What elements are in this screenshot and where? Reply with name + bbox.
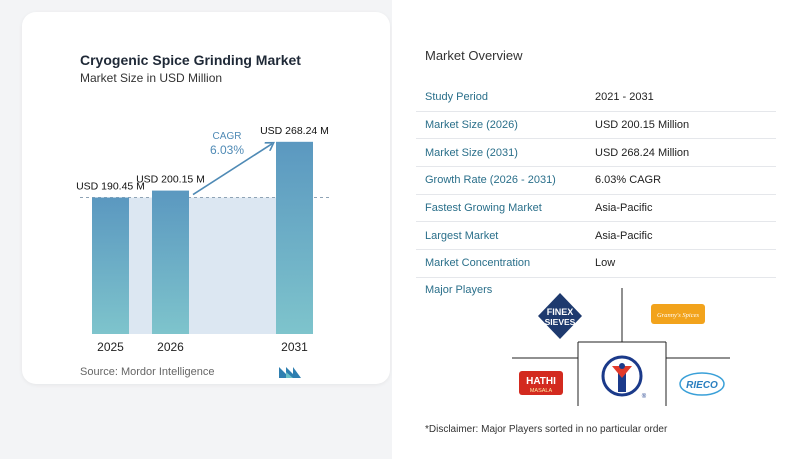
chart-subtitle: Market Size in USD Million	[80, 71, 223, 85]
disclaimer-text: *Disclaimer: Major Players sorted in no …	[425, 424, 668, 435]
bar-2031	[276, 141, 313, 334]
svg-text:MASALA: MASALA	[530, 388, 553, 394]
x-tick-2031: 2031	[281, 340, 308, 354]
svg-text:FINEX: FINEX	[547, 307, 574, 317]
row-value: Low	[595, 249, 776, 278]
bar-2026	[152, 190, 189, 334]
company-emblem-logo: ®	[601, 355, 647, 400]
row-value: Asia-Pacific	[595, 194, 776, 223]
grannys-spices-logo: Granny's Spices	[651, 304, 705, 324]
bar-chart: USD 190.45 M 2025 USD 200.15 M 2026 USD 268.…	[76, 125, 330, 354]
row-value: USD 268.24 Million	[595, 138, 776, 168]
row-key: Largest Market	[416, 221, 595, 251]
rieco-logo: RIECO	[679, 372, 725, 396]
row-value: 2021 - 2031	[595, 84, 776, 112]
row-key: Market Concentration	[416, 249, 595, 278]
svg-text:Granny's Spices: Granny's Spices	[657, 312, 699, 319]
overview-table: Study Period 2021 - 2031 Market Size (202…	[416, 84, 776, 278]
overview-title: Market Overview	[425, 48, 523, 63]
row-key: Market Size (2026)	[416, 111, 595, 140]
x-tick-2026: 2026	[157, 340, 184, 354]
major-players-title: Major Players	[425, 284, 493, 296]
value-label-2031: USD 268.24 M	[260, 125, 329, 137]
table-row: Market Size (2026) USD 200.15 Million	[416, 111, 776, 140]
chart-title: Cryogenic Spice Grinding Market	[80, 52, 301, 68]
svg-text:SIEVES: SIEVES	[545, 317, 576, 327]
mordor-logo-icon	[279, 367, 301, 378]
row-key: Study Period	[416, 84, 595, 112]
svg-text:HATHI: HATHI	[526, 376, 556, 387]
row-key: Growth Rate (2026 - 2031)	[416, 166, 595, 195]
svg-text:RIECO: RIECO	[686, 380, 718, 391]
table-row: Largest Market Asia-Pacific	[416, 221, 776, 251]
x-tick-2025: 2025	[97, 340, 124, 354]
row-value: USD 200.15 Million	[595, 111, 776, 140]
svg-text:®: ®	[642, 393, 647, 400]
table-row: Growth Rate (2026 - 2031) 6.03% CAGR	[416, 166, 776, 195]
source-text: Source: Mordor Intelligence	[80, 366, 215, 378]
table-row: Market Size (2031) USD 268.24 Million	[416, 138, 776, 168]
bar-2025	[92, 197, 129, 334]
row-key: Fastest Growing Market	[416, 194, 595, 223]
table-row: Market Concentration Low	[416, 249, 776, 278]
row-value: Asia-Pacific	[595, 221, 776, 251]
value-label-2025: USD 190.45 M	[76, 181, 145, 193]
cagr-label: CAGR	[213, 131, 242, 142]
row-key: Market Size (2031)	[416, 138, 595, 168]
table-row: Fastest Growing Market Asia-Pacific	[416, 194, 776, 223]
finex-sieves-logo: FINEX SIEVES	[538, 293, 582, 339]
table-row: Study Period 2021 - 2031	[416, 84, 776, 112]
value-label-2026: USD 200.15 M	[136, 174, 205, 186]
cagr-value: 6.03%	[210, 143, 244, 157]
cagr-arrow	[192, 144, 272, 196]
hathi-masala-logo: HATHI MASALA	[519, 371, 563, 395]
row-value: 6.03% CAGR	[595, 166, 776, 195]
